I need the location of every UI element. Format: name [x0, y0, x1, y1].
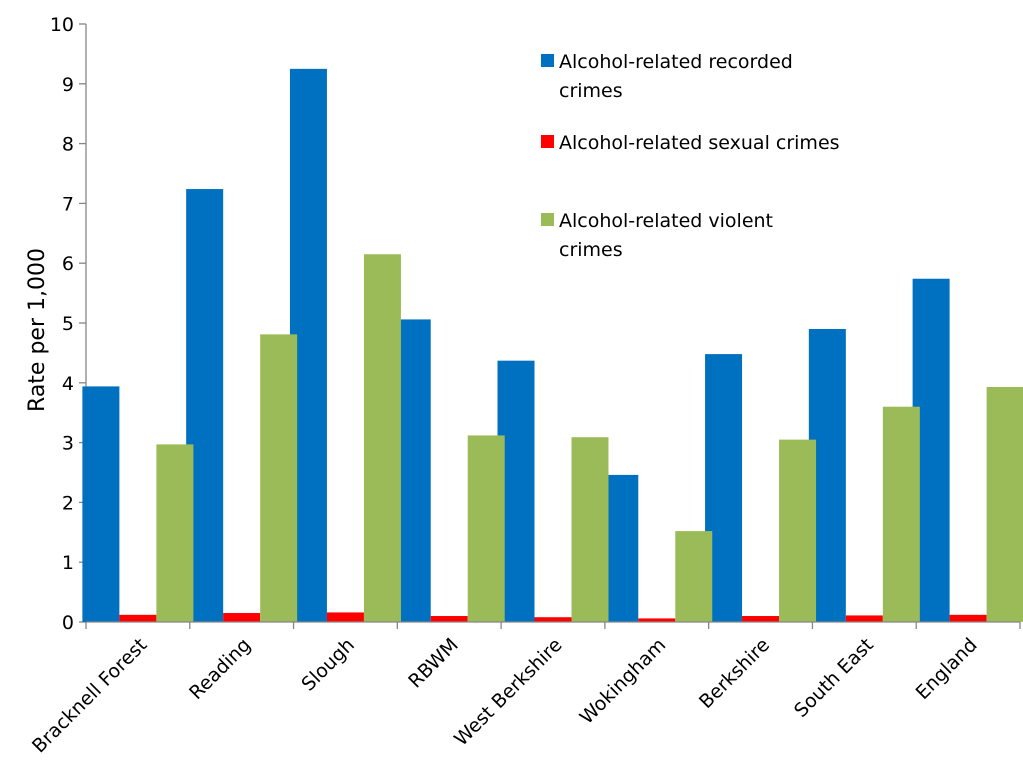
y-tick-label: 7 [62, 193, 74, 215]
x-category-label: South East [790, 634, 878, 722]
y-tick-label: 6 [62, 253, 74, 275]
legend-label: Alcohol-related recorded [559, 51, 793, 73]
x-category-label: Wokingham [576, 634, 671, 729]
x-category-label: Reading [185, 634, 255, 704]
bar [430, 616, 468, 622]
y-tick-label: 4 [62, 373, 74, 395]
bar [326, 612, 364, 622]
legend-label: crimes [559, 239, 623, 261]
bar [742, 616, 780, 622]
y-tick-label: 8 [62, 134, 74, 156]
legend-label: crimes [559, 80, 623, 102]
y-tick-label: 2 [62, 492, 74, 514]
y-axis: 0 1 2 3 4 5 6 7 8 9 10 [50, 14, 87, 634]
bar [82, 386, 120, 622]
bar [675, 531, 713, 622]
bar [260, 334, 298, 622]
bar [986, 386, 1023, 622]
y-tick-label: 0 [62, 612, 74, 634]
bar [119, 614, 157, 622]
bar [223, 613, 261, 622]
legend-swatch [541, 135, 554, 148]
legend-label: Alcohol-related sexual crimes [559, 132, 840, 154]
x-category-label: West Berkshire [450, 634, 566, 750]
bar [571, 437, 609, 622]
bar [779, 439, 817, 622]
x-category-label: England [912, 634, 982, 704]
x-category-label: Bracknell Forest [28, 634, 151, 757]
bar [363, 254, 401, 623]
y-tick-label: 3 [62, 433, 74, 455]
bar [534, 617, 572, 622]
x-category-label: Berkshire [695, 634, 774, 713]
y-axis-title: Rate per 1,000 [25, 248, 50, 412]
y-tick-label: 1 [62, 552, 74, 574]
bars [82, 68, 1023, 623]
bar [467, 435, 505, 622]
bar [882, 406, 920, 622]
bar [638, 618, 676, 622]
legend-swatch [541, 213, 554, 226]
bar [156, 444, 194, 622]
bar [949, 614, 987, 622]
legend-label: Alcohol-related violent [559, 210, 773, 232]
y-tick-label: 9 [62, 74, 74, 96]
bar [845, 615, 883, 622]
y-tick-label: 10 [50, 14, 74, 36]
x-category-label: Slough [297, 634, 359, 696]
y-tick-label: 5 [62, 313, 74, 335]
legend-swatch [541, 54, 554, 67]
legend: Alcohol-related recorded crimes Alcohol-re… [541, 51, 840, 261]
x-category-label: RBWM [404, 634, 463, 693]
